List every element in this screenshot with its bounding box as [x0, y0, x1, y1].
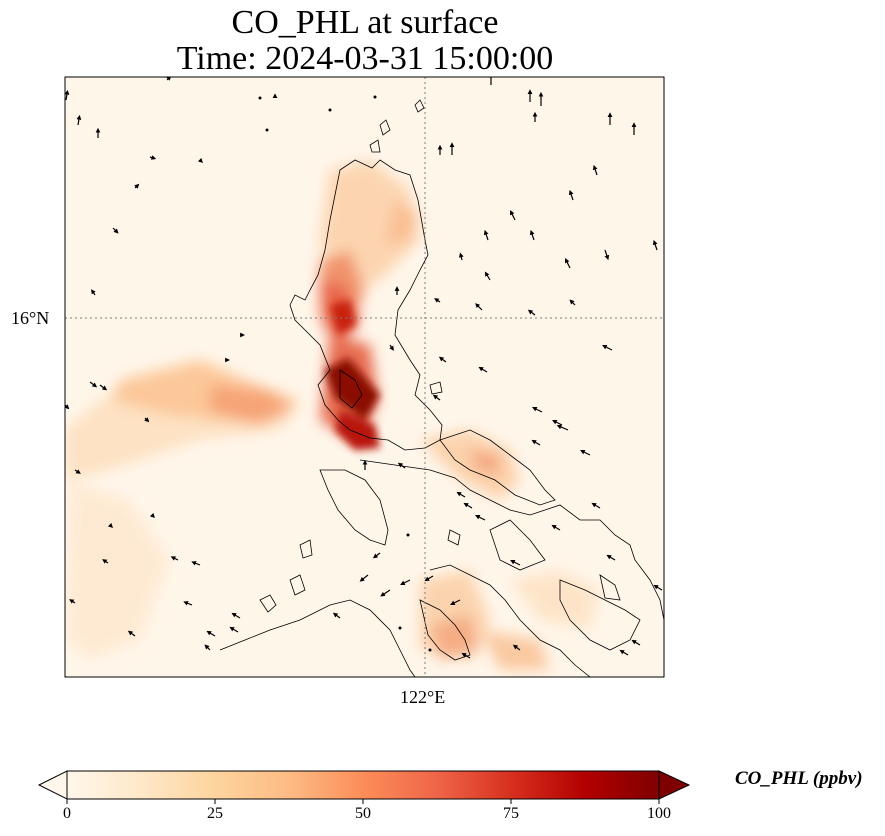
latitude-label: 16°N: [11, 308, 50, 328]
colorbar-tick-label: 50: [355, 805, 371, 822]
wind-vector: [406, 533, 410, 537]
wind-vector: [91, 289, 96, 296]
wind-vector: [478, 366, 488, 373]
wind-vector: [591, 502, 601, 509]
wind-vector: [65, 89, 70, 101]
wind-vector: [456, 491, 466, 498]
wind-vector: [204, 644, 211, 651]
wind-vector: [380, 589, 391, 597]
wind-vector: [484, 271, 491, 281]
wind-vector: [231, 612, 241, 619]
wind-vector: [569, 299, 576, 306]
wind-vector: [424, 575, 434, 582]
wind-vector: [107, 522, 113, 528]
wind-vector: [373, 95, 377, 99]
colorbar-extend-max: [658, 770, 691, 800]
wind-vector: [531, 439, 541, 446]
colorbar-extend-min: [37, 770, 68, 800]
wind-vector: [604, 249, 610, 261]
wind-vector: [619, 649, 629, 656]
wind-vector: [69, 599, 76, 604]
wind-vector: [89, 381, 98, 388]
wind-vector: [450, 599, 461, 605]
wind-vector: [99, 384, 108, 391]
wind-vector: [398, 626, 402, 630]
wind-vector: [149, 155, 157, 160]
wind-vector: [653, 584, 663, 591]
wind-vectors: [65, 77, 663, 659]
wind-vector: [134, 183, 140, 189]
wind-vector: [400, 579, 411, 585]
longitude-label: 122°E: [400, 687, 446, 707]
wind-vector: [592, 164, 598, 176]
wind-vector: [510, 210, 516, 221]
wind-vector: [74, 469, 81, 474]
wind-vector: [580, 450, 591, 456]
wind-vector: [527, 309, 536, 316]
wind-vector: [631, 639, 641, 646]
wind-vector: [529, 229, 535, 241]
colorbar: [37, 770, 691, 804]
colorbar-tick-label: 0: [63, 805, 71, 822]
wind-vector: [556, 424, 569, 431]
map-frame: [64, 76, 665, 678]
wind-vector: [552, 420, 563, 426]
wind-vector: [458, 252, 464, 261]
colorbar-bar: [66, 770, 660, 800]
wind-vector: [372, 552, 381, 559]
wind-vector: [551, 524, 561, 531]
coastlines: [219, 99, 664, 677]
wind-vector: [197, 157, 203, 163]
wind-vector: [512, 644, 521, 651]
wind-vector: [102, 559, 109, 564]
wind-vector: [475, 303, 483, 311]
wind-vector: [328, 108, 332, 112]
wind-vector: [397, 462, 406, 469]
wind-vector: [149, 512, 155, 518]
wind-vector: [229, 626, 239, 633]
wind-vector: [606, 554, 616, 561]
wind-vector: [428, 648, 432, 652]
wind-vector: [332, 612, 341, 619]
wind-vector: [434, 298, 441, 303]
wind-vector: [112, 227, 119, 234]
wind-vector: [127, 630, 136, 637]
wind-vector: [144, 417, 150, 423]
wind-vector: [568, 189, 574, 201]
wind-vector: [359, 574, 369, 582]
colorbar-tick-label: 75: [503, 805, 519, 822]
wind-vector: [463, 502, 473, 509]
map-title-line2: Time: 2024-03-31 15:00:00: [176, 40, 554, 77]
wind-vector: [389, 344, 394, 351]
map-title-line1: CO_PHL at surface: [231, 4, 499, 41]
wind-vector: [438, 356, 447, 363]
colorbar-label: CO_PHL (ppbv): [735, 768, 863, 789]
wind-vector: [76, 114, 82, 126]
wind-vector: [483, 229, 489, 241]
wind-vector: [602, 345, 613, 351]
wind-vector: [206, 630, 216, 637]
wind-vector: [170, 556, 179, 561]
concentration-field: [65, 160, 600, 670]
colorbar-tick-label: 100: [647, 805, 671, 822]
wind-vector: [432, 394, 441, 401]
wind-vector: [475, 515, 486, 521]
wind-vector: [183, 601, 193, 606]
wind-vector: [461, 652, 471, 659]
wind-vector: [510, 560, 521, 566]
wind-vector: [166, 77, 172, 81]
wind-vector: [191, 561, 201, 566]
wind-vector: [532, 407, 543, 413]
wind-vector: [652, 239, 658, 251]
wind-vector: [265, 128, 269, 132]
wind-vector: [565, 258, 571, 269]
colorbar-tick-label: 25: [207, 805, 223, 822]
wind-vector: [258, 96, 262, 100]
